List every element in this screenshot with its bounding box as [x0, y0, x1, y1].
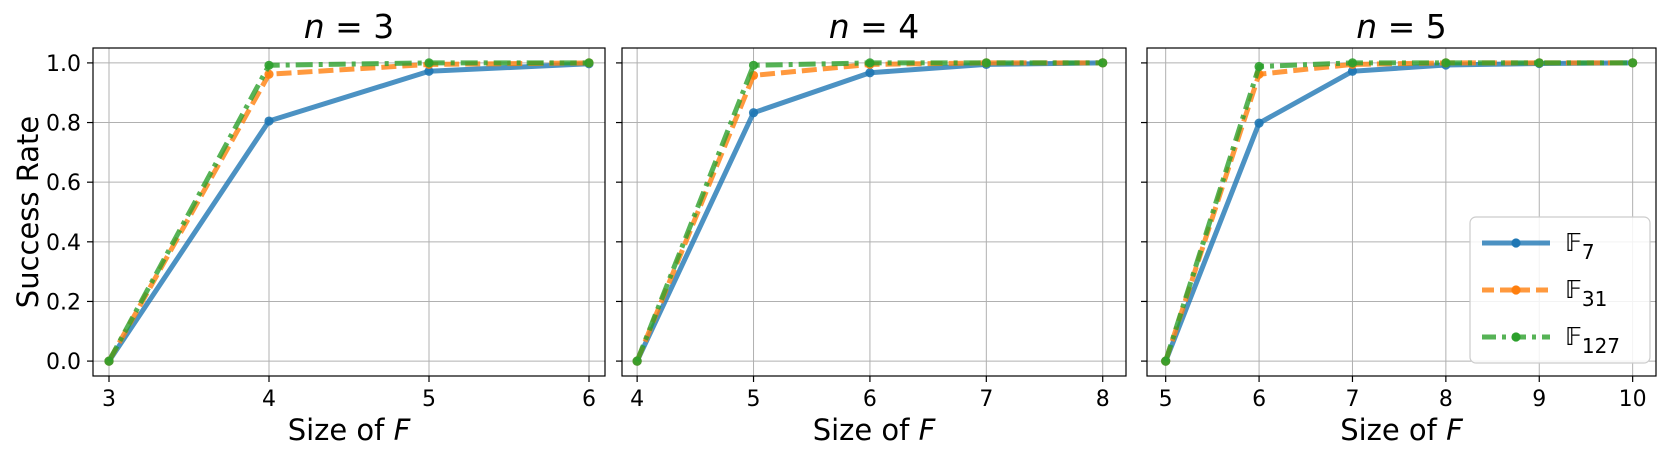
x-tick-label: 3 — [102, 387, 116, 412]
plot-area-frame — [621, 47, 1127, 377]
legend-label-3: 𝔽127 — [1565, 322, 1620, 358]
data-point — [1254, 118, 1264, 128]
x-tick-label: 9 — [1532, 387, 1546, 412]
data-point — [1534, 58, 1544, 68]
y-tick-label: 1.0 — [46, 52, 81, 77]
series-line-3 — [1163, 60, 1633, 362]
x-tick-label: 7 — [979, 387, 993, 412]
panel-title: n = 4 — [829, 7, 920, 46]
panel-title: n = 5 — [1356, 7, 1447, 46]
x-tick-label: 6 — [1252, 387, 1266, 412]
data-point — [264, 116, 274, 126]
legend-label-2: 𝔽31 — [1565, 275, 1607, 311]
data-point — [748, 108, 759, 118]
data-point — [981, 58, 991, 68]
x-tick-label: 5 — [422, 387, 436, 412]
data-point — [1347, 66, 1358, 76]
chart-panel-1: 3 4 5 6 0.0 0.2 0.4 0.6 0.8 1.0 n = 3 Size of F Succ… — [11, 7, 606, 447]
data-point — [584, 58, 594, 68]
x-tick-label: 5 — [747, 387, 761, 412]
data-point — [748, 60, 759, 70]
x-tick-label: 6 — [582, 387, 596, 412]
data-point — [1628, 58, 1638, 68]
x-tick-label: 10 — [1619, 387, 1647, 412]
series-line-3 — [106, 60, 589, 363]
y-tick-label: 0.0 — [46, 350, 81, 375]
data-point — [1161, 356, 1171, 366]
y-axis-label: Success Rate — [11, 116, 45, 308]
x-axis-label: Size of F — [813, 413, 937, 447]
x-tick-label: 4 — [262, 387, 276, 412]
data-point — [865, 58, 875, 68]
data-point — [632, 356, 642, 366]
x-axis-label: Size of F — [1340, 413, 1464, 447]
panel-title: n = 3 — [304, 7, 395, 46]
x-axis-label: Size of F — [288, 413, 412, 447]
data-point — [104, 356, 114, 366]
x-tick-label: 4 — [630, 387, 644, 412]
legend-marker — [1511, 285, 1521, 295]
legend-marker — [1511, 332, 1521, 342]
y-tick-label: 0.4 — [46, 231, 81, 256]
series-line-2 — [106, 60, 590, 363]
y-tick-label: 0.2 — [46, 290, 81, 315]
x-tick-label: 8 — [1096, 387, 1110, 412]
legend-marker — [1511, 238, 1521, 248]
data-point — [264, 60, 274, 70]
y-tick-label: 0.6 — [46, 171, 81, 196]
x-tick-label: 6 — [863, 387, 877, 412]
x-tick-label: 7 — [1345, 387, 1359, 412]
x-tick-label: 5 — [1159, 387, 1173, 412]
plot-area-frame — [1146, 47, 1657, 377]
legend-label-1: 𝔽7 — [1565, 228, 1595, 264]
data-point — [1347, 58, 1358, 68]
data-point — [1441, 58, 1451, 68]
data-point — [424, 58, 434, 68]
x-tick-label: 8 — [1439, 387, 1453, 412]
data-point — [264, 69, 274, 79]
plot-area-frame — [92, 47, 606, 377]
chart-panel-2: 4 5 6 7 8 n = 4 Size of F — [616, 7, 1127, 447]
legend-box — [1469, 216, 1651, 364]
data-point — [1098, 58, 1108, 68]
data-point — [1254, 61, 1264, 72]
legend: 𝔽7 𝔽31 𝔽127 — [1469, 216, 1651, 364]
series-line-1 — [106, 61, 590, 363]
chart-panel-3: 5 6 7 8 9 10 n = 5 Size of F — [1141, 7, 1657, 447]
data-point — [865, 68, 875, 78]
data-point — [424, 66, 434, 76]
y-tick-label: 0.8 — [46, 112, 81, 137]
